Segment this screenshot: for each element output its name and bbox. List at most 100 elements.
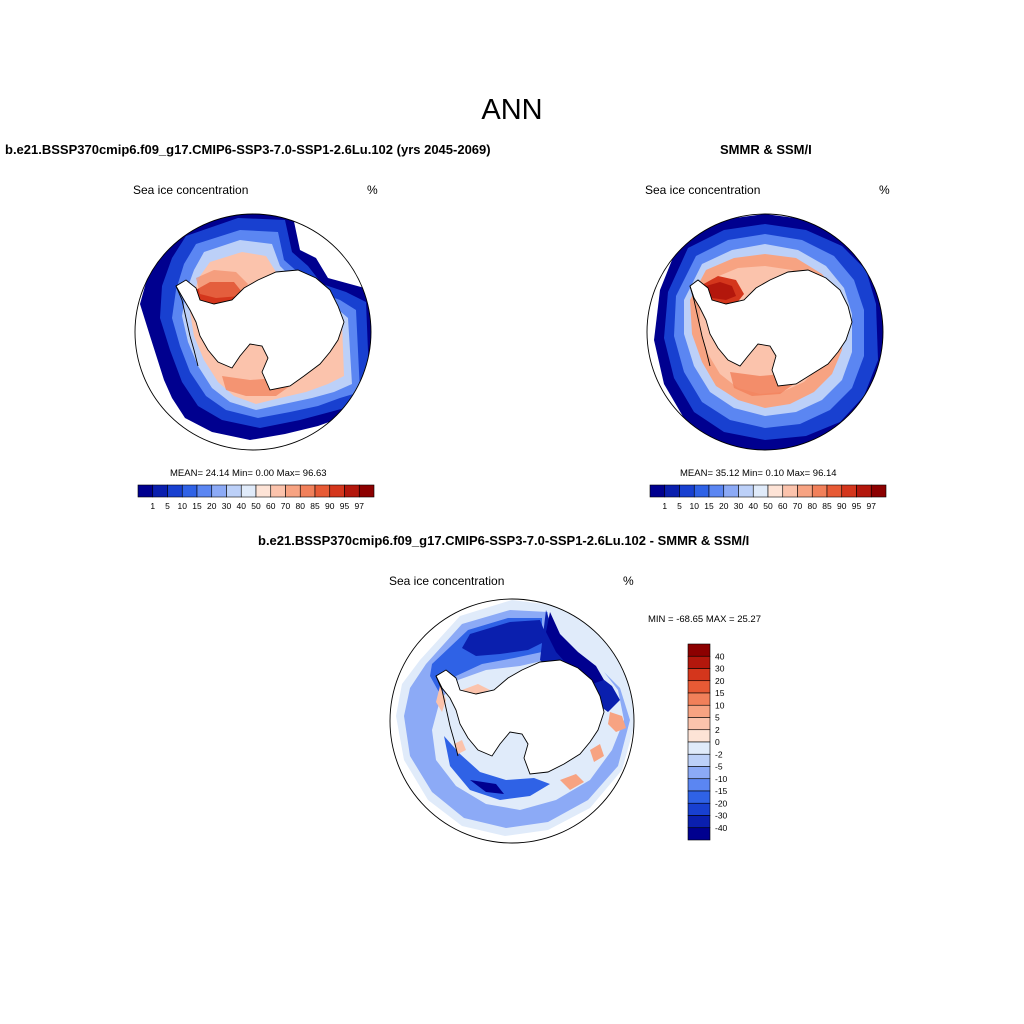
obs-colorbar-box (782, 484, 798, 498)
obs-colorbar-box (797, 484, 813, 498)
model-colorbar-box (240, 484, 257, 498)
model-colorbar-label: 90 (325, 501, 335, 511)
model-colorbar-box (167, 484, 183, 498)
diff-colorbar-label: 0 (715, 737, 720, 747)
model-colorbar-box (329, 484, 345, 498)
diff-colorbar-box (687, 778, 711, 792)
model-colorbar-box (181, 484, 198, 498)
diff-map (389, 598, 635, 844)
diff-colorbar-box (687, 790, 711, 804)
obs-map-boundary (646, 213, 884, 451)
model-colorbar-box (344, 484, 360, 498)
obs-variable-label: Sea ice concentration (645, 183, 761, 197)
diff-stats: MIN = -68.65 MAX = 25.27 (648, 614, 762, 625)
model-colorbar-box (358, 484, 375, 498)
diff-colorbar-label: 40 (715, 651, 725, 661)
diff-colorbar-box (687, 827, 711, 841)
obs-peninsula (689, 285, 711, 367)
model-colorbar-box (285, 484, 301, 498)
model-colorbar-label: 97 (355, 501, 365, 511)
obs-colorbar-label: 95 (852, 501, 862, 511)
figure-title: ANN (481, 94, 543, 126)
model-colorbar: 1 5 10 15 20 30 40 50 60 70 80 85 90 95 97 (137, 484, 375, 511)
diff-field-positive-2 (436, 684, 490, 754)
diff-peninsula (435, 675, 459, 757)
diff-colorbar-label: 10 (715, 700, 725, 710)
model-colorbar-label: 60 (266, 501, 276, 511)
obs-colorbar-box (693, 484, 710, 498)
obs-colorbar-label: 70 (793, 501, 803, 511)
model-colorbar-box (152, 484, 168, 498)
model-colorbar-label: 95 (340, 501, 350, 511)
diff-colorbar-box (687, 753, 711, 767)
obs-colorbar-box (708, 484, 725, 498)
model-colorbar-label: 10 (178, 501, 188, 511)
model-panel-title: b.e21.BSSP370cmip6.f09_g17.CMIP6-SSP3-7.… (5, 142, 491, 157)
obs-colorbar-box (767, 484, 784, 498)
model-colorbar-box (196, 484, 213, 498)
diff-colorbar-label: 2 (715, 725, 720, 735)
diff-colorbar-label: -10 (715, 774, 728, 784)
diff-map-boundary (389, 598, 635, 844)
model-peninsula (175, 285, 199, 367)
diff-colorbar-box (687, 741, 711, 755)
model-colorbar-box (211, 484, 227, 498)
diff-panel-title: b.e21.BSSP370cmip6.f09_g17.CMIP6-SSP3-7.… (258, 533, 750, 548)
diff-colorbar-box (687, 655, 711, 669)
obs-colorbar-label: 5 (677, 501, 682, 511)
model-colorbar-label: 15 (192, 501, 202, 511)
model-colorbar-label: 50 (251, 501, 261, 511)
model-colorbar-box (299, 484, 316, 498)
model-colorbar-box (137, 484, 154, 498)
obs-colorbar-label: 15 (704, 501, 714, 511)
model-variable-label: Sea ice concentration (133, 183, 249, 197)
obs-colorbar-label: 85 (822, 501, 832, 511)
diff-colorbar-label: -15 (715, 786, 728, 796)
diff-colorbar-label: 5 (715, 713, 720, 723)
obs-colorbar-box (738, 484, 754, 498)
obs-colorbar-box (752, 484, 769, 498)
obs-colorbar-label: 1 (662, 501, 667, 511)
diff-colorbar-box (687, 766, 711, 780)
diff-antarctica (435, 659, 605, 775)
diff-colorbar-label: 30 (715, 664, 725, 674)
obs-colorbar-box (811, 484, 828, 498)
model-map (134, 213, 372, 451)
model-colorbar-label: 20 (207, 501, 217, 511)
model-stats: MEAN= 24.14 Min= 0.00 Max= 96.63 (170, 468, 327, 479)
model-colorbar-label: 5 (165, 501, 170, 511)
diff-colorbar-label: -30 (715, 811, 728, 821)
obs-colorbar-box (870, 484, 887, 498)
diff-colorbar-box (687, 680, 711, 694)
diff-colorbar-label: -2 (715, 749, 723, 759)
diff-colorbar-box (687, 643, 711, 657)
obs-colorbar-box (826, 484, 843, 498)
model-colorbar-box (255, 484, 272, 498)
diff-field-band-2 (430, 618, 550, 800)
model-map-boundary (134, 213, 372, 451)
obs-colorbar-box (664, 484, 680, 498)
diff-colorbar-label: -20 (715, 798, 728, 808)
obs-colorbar-box (649, 484, 666, 498)
model-colorbar-label: 80 (296, 501, 306, 511)
model-colorbar-label: 30 (222, 501, 232, 511)
obs-colorbar-box (841, 484, 857, 498)
obs-colorbar-label: 90 (837, 501, 847, 511)
diff-colorbar-box (687, 704, 711, 718)
obs-panel-title: SMMR & SSM/I (720, 142, 812, 157)
diff-field-band-4 (470, 612, 604, 794)
obs-colorbar-label: 50 (763, 501, 773, 511)
obs-colorbar-label: 80 (808, 501, 818, 511)
diff-units-label: % (623, 574, 634, 588)
obs-colorbar-label: 10 (690, 501, 700, 511)
model-antarctica (175, 269, 345, 391)
diff-colorbar-box (687, 802, 711, 816)
obs-colorbar-label: 40 (749, 501, 759, 511)
diff-colorbar-box (687, 729, 711, 743)
obs-stats: MEAN= 35.12 Min= 0.10 Max= 96.14 (680, 468, 837, 479)
diff-colorbar-box (687, 815, 711, 829)
diff-colorbar-label: 15 (715, 688, 725, 698)
diff-colorbar-box (687, 692, 711, 706)
